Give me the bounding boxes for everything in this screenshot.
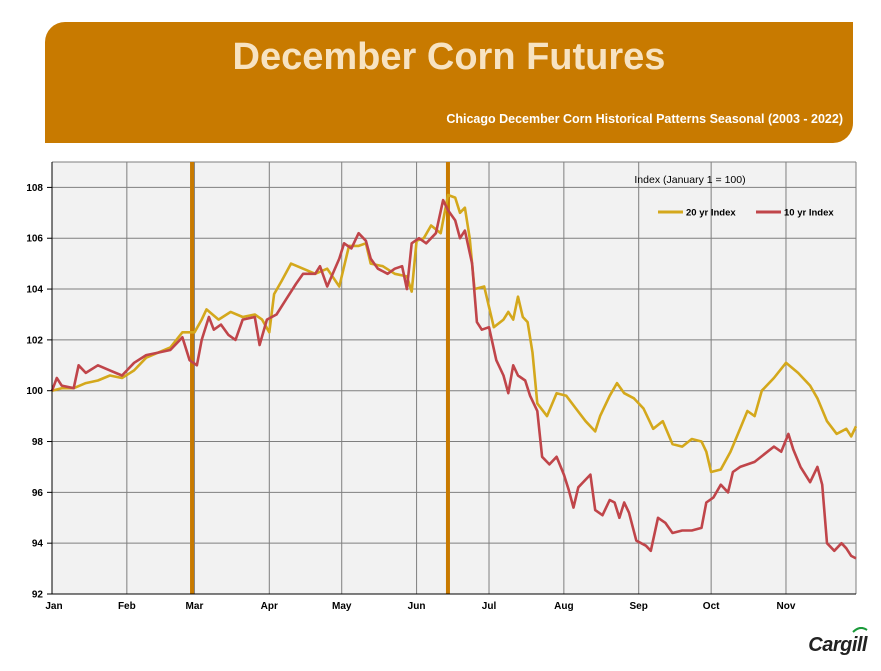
legend-label-10yr: 10 yr Index xyxy=(784,208,834,219)
x-tick-label: Nov xyxy=(777,601,796,612)
cargill-logo: Cargill xyxy=(808,634,867,656)
index-annotation: Index (January 1 = 100) xyxy=(634,174,745,186)
plot-area xyxy=(52,162,856,594)
y-tick-label: 100 xyxy=(26,386,43,397)
legend-label-20yr: 20 yr Index xyxy=(686,208,736,219)
y-tick-label: 104 xyxy=(26,285,43,296)
x-tick-label: Oct xyxy=(703,601,720,612)
y-tick-label: 98 xyxy=(32,437,44,448)
x-tick-label: Sep xyxy=(630,601,648,612)
chart-subtitle: Chicago December Corn Historical Pattern… xyxy=(446,112,843,126)
series-20yr-line xyxy=(51,193,858,474)
x-tick-label: Mar xyxy=(186,601,204,612)
x-tick-label: May xyxy=(332,601,352,612)
x-tick-label: Jul xyxy=(482,601,497,612)
vertical-markers xyxy=(190,162,450,594)
x-tick-label: Apr xyxy=(261,601,278,612)
y-tick-label: 102 xyxy=(26,335,43,346)
series-lines xyxy=(50,193,858,560)
y-tick-label: 94 xyxy=(32,539,44,550)
y-tick-label: 96 xyxy=(32,488,44,499)
axes: 92 94 96 98 100 102 104 106 108 Jan Feb Mar Apr May Ju… xyxy=(26,162,856,612)
x-tick-label: Aug xyxy=(554,601,573,612)
x-tick-label: Jun xyxy=(408,601,426,612)
x-tick-label: Jan xyxy=(45,601,62,612)
grid-lines xyxy=(52,161,857,595)
legend: 20 yr Index 10 yr Index xyxy=(658,208,834,219)
cargill-leaf-icon xyxy=(852,627,868,633)
chart-title: December Corn Futures xyxy=(232,36,666,78)
y-tick-label: 108 xyxy=(26,183,43,194)
y-tick-label: 106 xyxy=(26,234,43,245)
y-tick-label: 92 xyxy=(32,590,44,601)
series-10yr-line xyxy=(50,198,857,560)
title-banner: December Corn Futures Chicago December C… xyxy=(45,22,853,143)
x-tick-label: Feb xyxy=(118,601,136,612)
